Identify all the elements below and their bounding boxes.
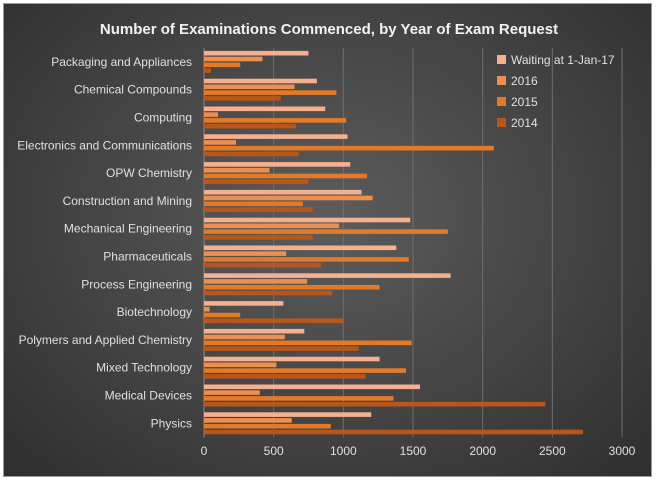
legend: Waiting at 1-Jan-17 2016 2015 2014 [497, 53, 615, 130]
bars [204, 50, 583, 435]
bar [204, 328, 305, 334]
bar [204, 78, 317, 84]
bar [204, 145, 494, 151]
bar [204, 207, 313, 212]
x-tick-label: 3000 [609, 444, 636, 458]
x-tick-label: 1000 [330, 444, 357, 458]
bar [204, 368, 407, 373]
x-tick-label: 500 [264, 444, 284, 458]
bar [204, 429, 583, 435]
category-label: Electronics and Communications [17, 138, 192, 152]
bar [204, 423, 331, 429]
bar [204, 84, 295, 90]
category-label: Biotechnology [117, 305, 192, 319]
category-label: Construction and Mining [63, 194, 192, 208]
bar [204, 162, 351, 167]
bar [204, 140, 237, 145]
bar [204, 334, 285, 340]
bar [204, 346, 359, 351]
bar [204, 390, 260, 395]
bar [204, 118, 347, 123]
bar [204, 384, 420, 390]
legend-swatch [497, 97, 506, 106]
bar [204, 134, 348, 139]
category-label: Chemical Compounds [74, 83, 192, 97]
bar [204, 123, 296, 129]
category-label: Medical Devices [105, 389, 192, 403]
bar [204, 279, 308, 284]
category-label: Computing [134, 111, 192, 125]
bar [204, 167, 270, 173]
bar [204, 418, 292, 423]
bar [204, 50, 309, 56]
legend-swatch [497, 76, 506, 85]
bar [204, 68, 211, 73]
bar [204, 179, 309, 185]
bar [204, 306, 210, 312]
x-tick-label: 2000 [469, 444, 496, 458]
bar [204, 401, 546, 407]
bar [204, 251, 287, 256]
category-label: Pharmaceuticals [103, 250, 192, 264]
bar [204, 412, 372, 417]
bar [204, 245, 397, 251]
bar [204, 173, 368, 179]
bar [204, 318, 344, 324]
bar [204, 273, 451, 278]
bar-chart: Number of Examinations Commenced, by Yea… [17, 21, 636, 458]
category-label: Polymers and Applied Chemistry [19, 333, 192, 347]
bar [204, 301, 284, 306]
bar [204, 290, 333, 296]
chart-title: Number of Examinations Commenced, by Yea… [100, 21, 558, 38]
x-tick-label: 2500 [539, 444, 566, 458]
bar [204, 229, 448, 234]
legend-label: 2014 [511, 116, 538, 130]
bar [204, 374, 366, 379]
category-label: Process Engineering [81, 277, 192, 291]
legend-label: 2015 [511, 95, 538, 109]
bar [204, 112, 218, 117]
x-tick-label: 0 [201, 444, 208, 458]
bar [204, 201, 303, 207]
bar [204, 90, 337, 95]
legend-swatch [497, 55, 506, 64]
category-label: OPW Chemistry [106, 166, 192, 180]
bar [204, 56, 263, 62]
legend-label: 2016 [511, 74, 538, 88]
bar [204, 356, 380, 362]
category-labels: Packaging and Appliances Chemical Compoun… [17, 55, 192, 430]
bar [204, 217, 411, 223]
bar [204, 396, 394, 401]
bar [204, 312, 241, 318]
chart-frame: Number of Examinations Commenced, by Yea… [3, 3, 652, 477]
bar [204, 262, 322, 268]
bar [204, 195, 373, 201]
bar [204, 189, 362, 195]
category-label: Packaging and Appliances [51, 55, 192, 69]
bar [204, 340, 412, 346]
bar [204, 62, 241, 68]
legend-swatch [497, 118, 506, 127]
x-axis-ticks: 0 500 1000 1500 2000 2500 3000 [201, 444, 636, 458]
legend-label: Waiting at 1-Jan-17 [511, 53, 615, 67]
bar [204, 106, 326, 112]
bar [204, 223, 340, 229]
category-label: Physics [151, 416, 192, 430]
bar [204, 284, 380, 290]
category-label: Mixed Technology [96, 361, 192, 375]
category-label: Mechanical Engineering [64, 222, 192, 236]
bar [204, 257, 409, 262]
bar [204, 362, 277, 368]
bar [204, 151, 299, 157]
gridlines [203, 48, 623, 438]
bar [204, 235, 313, 240]
x-tick-label: 1500 [400, 444, 427, 458]
bar [204, 96, 281, 101]
